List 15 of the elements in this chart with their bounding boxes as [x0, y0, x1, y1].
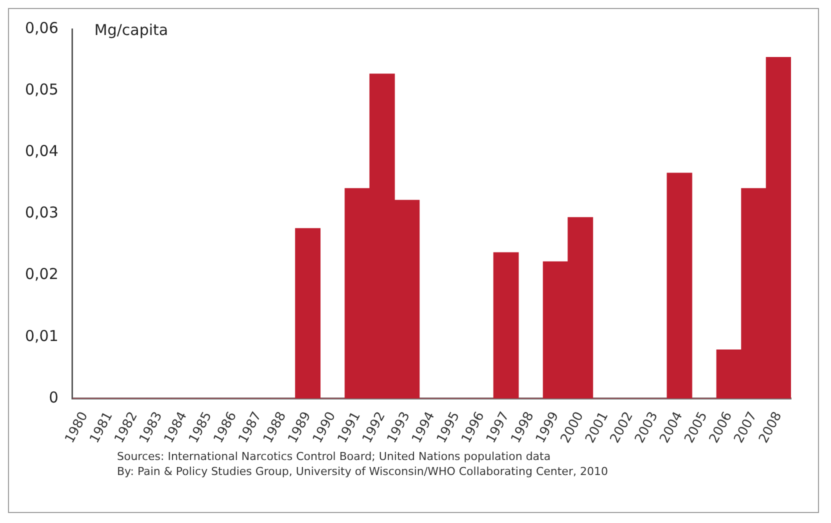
y-axis-title: Mg/capita — [94, 20, 168, 39]
x-tick-label: 1986 — [211, 410, 240, 446]
y-tick-label: 0 — [48, 388, 58, 406]
x-tick-label: 1993 — [384, 410, 414, 446]
text: By: Pain & Policy Studies Group, University of Wisconsin/WHO Collaborating Center, 2010 — [117, 464, 609, 479]
x-tick-label: 1995 — [434, 410, 463, 446]
y-tick-label: 0,02 — [24, 265, 58, 284]
y-tick-label: 0,06 — [24, 18, 58, 37]
y-tick-label: 0,05 — [24, 80, 58, 98]
x-tick-label: 2008 — [756, 410, 786, 446]
y-tick-label: 0,01 — [24, 326, 58, 345]
y-tick-label: 0,04 — [24, 142, 58, 160]
x-tick-label: 1984 — [162, 410, 190, 446]
y-tick-label: 0,03 — [24, 204, 58, 222]
source-note: Sources: International Narcotics Control Board; United Nations population data — [117, 449, 552, 464]
